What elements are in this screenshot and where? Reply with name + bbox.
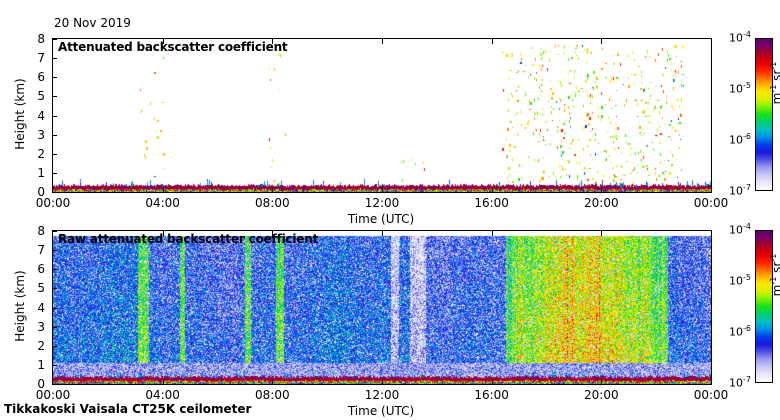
y-axis-label: Height (km) (13, 77, 27, 150)
y-axis-tick-mark (52, 77, 57, 78)
y-axis-tick-mark (52, 384, 57, 385)
y-axis-tick-mark (52, 250, 57, 251)
y-axis-tick-mark (52, 327, 57, 328)
y-axis-tick-label: 1 (37, 357, 45, 372)
y-axis-tick-mark (52, 39, 57, 40)
y-axis-tick-mark (52, 231, 57, 232)
date-title: 20 Nov 2019 (54, 16, 131, 30)
colorbar-unit-label: m-1 sr-1 (769, 61, 780, 104)
x-axis-tick-mark (492, 187, 493, 192)
y-axis-tick-mark (52, 135, 57, 136)
y-axis-tick-label: 8 (37, 32, 45, 46)
y-axis-tick-label: 2 (37, 338, 45, 353)
panel-raw-attenuated-plot-area[interactable] (52, 230, 712, 385)
x-axis-tick-mark (382, 39, 383, 44)
y-axis-tick-label: 7 (37, 51, 45, 66)
x-axis-tick-label: 00:00 (35, 196, 71, 210)
colorbar-gradient (755, 230, 773, 383)
y-axis-tick-mark (52, 96, 57, 97)
x-axis-tick-mark (492, 231, 493, 236)
x-axis-tick-mark (163, 187, 164, 192)
colorbar-tick-label: 10-7 (729, 182, 751, 198)
x-axis-tick-mark (492, 39, 493, 44)
instrument-caption: Tikkakoski Vaisala CT25K ceilometer (4, 402, 252, 416)
colorbar-tick-label: 10-4 (729, 221, 751, 237)
y-axis-label: Height (km) (13, 269, 27, 342)
x-axis-tick-label: 00:00 (35, 388, 71, 402)
colorbar-tick-label: 10-5 (729, 80, 751, 96)
x-axis-tick-mark (601, 187, 602, 192)
y-axis-tick-label: 0 (37, 185, 45, 199)
x-axis-tick-mark (163, 39, 164, 44)
y-axis-tick-label: 2 (37, 146, 45, 161)
x-axis-tick-mark (382, 379, 383, 384)
y-axis-tick-mark (52, 346, 57, 347)
x-axis-tick-label: 12:00 (364, 196, 400, 210)
x-axis-tick-mark (382, 187, 383, 192)
y-axis-tick-mark (52, 173, 57, 174)
colorbar-gradient (755, 38, 773, 191)
x-axis-tick-mark (601, 39, 602, 44)
y-axis-tick-mark (52, 269, 57, 270)
x-axis-tick-mark (272, 39, 273, 44)
x-axis-tick-label: 08:00 (255, 388, 290, 402)
y-axis-tick-label: 5 (37, 89, 45, 104)
x-axis-tick-label: 20:00 (584, 388, 619, 402)
y-axis-tick-mark (52, 154, 57, 155)
colorbar-tick-label: 10-4 (729, 29, 751, 45)
y-axis-tick-label: 4 (37, 300, 45, 315)
x-axis-tick-label: 16:00 (474, 388, 509, 402)
x-axis-tick-mark (382, 231, 383, 236)
y-axis-tick-label: 7 (37, 243, 45, 258)
y-axis-tick-mark (52, 58, 57, 59)
colorbar-tick-label: 10-6 (729, 323, 751, 339)
colorbar-tick-label: 10-5 (729, 272, 751, 288)
y-axis-tick-label: 6 (37, 262, 45, 277)
panel-attenuated-plot-area[interactable] (52, 38, 712, 193)
x-axis-tick-label: 16:00 (474, 196, 509, 210)
y-axis-tick-mark (52, 192, 57, 193)
y-axis-tick-label: 3 (37, 319, 45, 334)
y-axis-tick-mark (52, 308, 57, 309)
y-axis-tick-mark (52, 116, 57, 117)
x-axis-tick-mark (272, 187, 273, 192)
y-axis-tick-label: 1 (37, 165, 45, 180)
y-axis-tick-label: 4 (37, 108, 45, 123)
x-axis-tick-label: 00:00 (693, 388, 729, 402)
x-axis-tick-label: 04:00 (145, 196, 180, 210)
y-axis-tick-label: 6 (37, 70, 45, 85)
colorbar-tick-label: 10-6 (729, 131, 751, 147)
x-axis-tick-label: 08:00 (255, 196, 290, 210)
x-axis-tick-label: 20:00 (584, 196, 619, 210)
x-axis-tick-mark (272, 379, 273, 384)
colorbar-tick-label: 10-7 (729, 374, 751, 390)
x-axis-tick-mark (601, 231, 602, 236)
x-axis-label: Time (UTC) (347, 404, 415, 418)
colorbar-unit-label: m-1 sr-1 (769, 253, 780, 296)
x-axis-tick-mark (272, 231, 273, 236)
y-axis-tick-mark (52, 288, 57, 289)
x-axis-tick-mark (601, 379, 602, 384)
y-axis-tick-label: 3 (37, 127, 45, 142)
panel-raw-attenuated-label: Raw attenuated backscatter coefficient (58, 232, 319, 246)
panel-attenuated-label: Attenuated backscatter coefficient (58, 40, 288, 54)
y-axis-tick-mark (52, 365, 57, 366)
x-axis-tick-mark (492, 379, 493, 384)
x-axis-tick-mark (163, 231, 164, 236)
x-axis-tick-label: 00:00 (693, 196, 729, 210)
x-axis-tick-label: 12:00 (364, 388, 400, 402)
x-axis-label: Time (UTC) (347, 212, 415, 226)
x-axis-tick-mark (163, 379, 164, 384)
y-axis-tick-label: 0 (37, 377, 45, 391)
x-axis-tick-label: 04:00 (145, 388, 180, 402)
y-axis-tick-label: 5 (37, 281, 45, 296)
y-axis-tick-label: 8 (37, 224, 45, 238)
